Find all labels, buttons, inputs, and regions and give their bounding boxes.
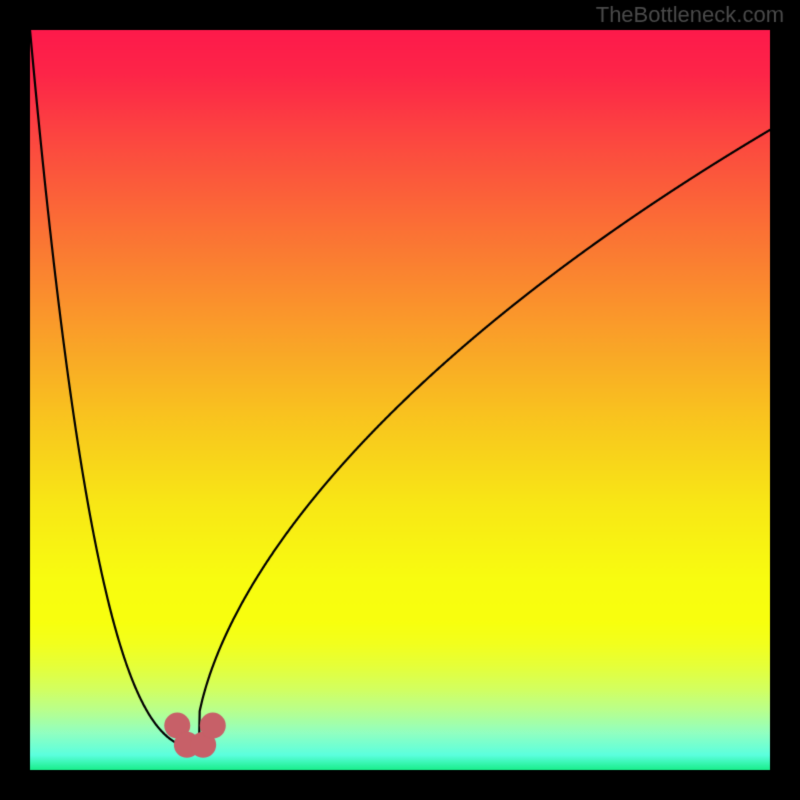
bottleneck-chart xyxy=(0,0,800,800)
